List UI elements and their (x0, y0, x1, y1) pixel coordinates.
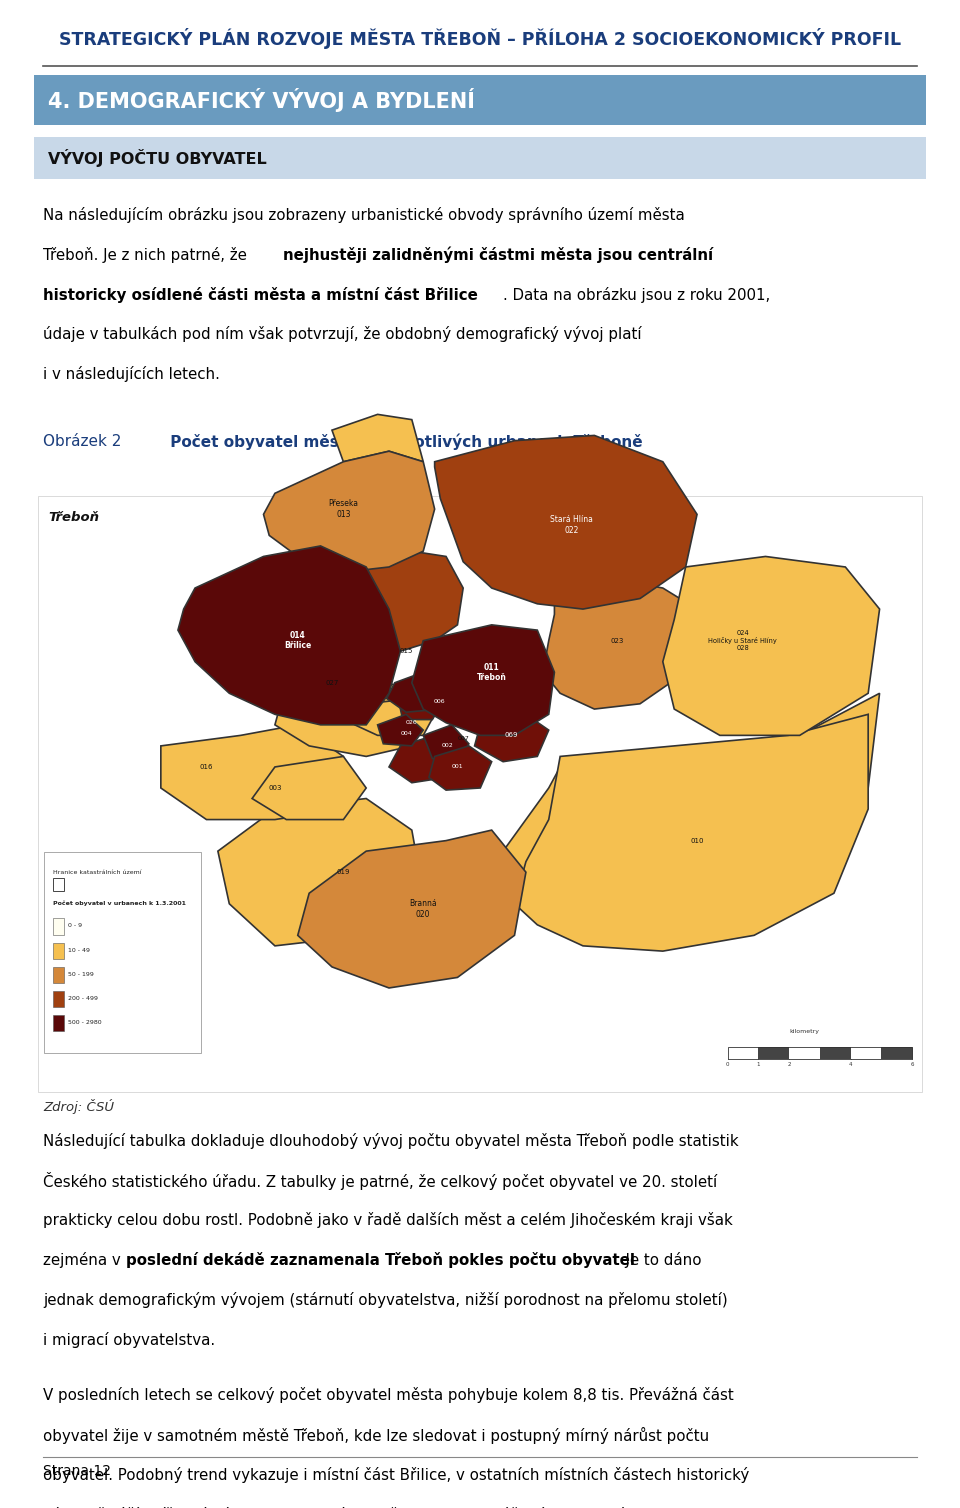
FancyBboxPatch shape (789, 1047, 820, 1059)
FancyBboxPatch shape (881, 1047, 912, 1059)
Text: 023: 023 (611, 638, 624, 644)
Polygon shape (377, 715, 423, 746)
Text: V posledních letech se celkový počet obyvatel města pohybuje kolem 8,8 tis. Přev: V posledních letech se celkový počet oby… (43, 1387, 734, 1404)
Polygon shape (398, 691, 441, 719)
Text: 1: 1 (756, 1062, 760, 1066)
Text: 069: 069 (504, 733, 517, 739)
Text: 4. DEMOGRAFICKÝ VÝVOJ A BYDLENÍ: 4. DEMOGRAFICKÝ VÝVOJ A BYDLENÍ (48, 89, 475, 112)
FancyBboxPatch shape (53, 878, 64, 891)
Text: 027: 027 (325, 680, 339, 686)
Polygon shape (387, 673, 446, 712)
Text: prakticky celou dobu rostl. Podobně jako v řadě dalších měst a celém Jihočeském : prakticky celou dobu rostl. Podobně jako… (43, 1212, 732, 1229)
Text: 6: 6 (910, 1062, 914, 1066)
Text: obyvatel žije v samotném městě Třeboň, kde lze sledovat i postupný mírný nárůst : obyvatel žije v samotném městě Třeboň, k… (43, 1427, 709, 1445)
Text: údaje v tabulkách pod ním však potvrzují, že obdobný demografický vývoj platí: údaje v tabulkách pod ním však potvrzují… (43, 327, 642, 342)
Text: Obrázek 2: Obrázek 2 (43, 434, 122, 448)
Text: Branná
020: Branná 020 (409, 899, 437, 918)
Polygon shape (412, 624, 555, 736)
Polygon shape (662, 556, 879, 736)
Polygon shape (298, 829, 526, 988)
Text: 500 - 2980: 500 - 2980 (68, 1019, 102, 1025)
Polygon shape (218, 799, 423, 946)
Text: 001: 001 (451, 765, 464, 769)
Polygon shape (332, 415, 423, 461)
Text: 024
Holičky u Staré Hlíny
028: 024 Holičky u Staré Hlíny 028 (708, 630, 777, 651)
Text: 50 - 199: 50 - 199 (68, 971, 94, 977)
Text: Stará Hlína
022: Stará Hlína 022 (550, 516, 593, 534)
Text: Následující tabulka dokladuje dlouhodobý vývoj počtu obyvatel města Třeboň podle: Následující tabulka dokladuje dlouhodobý… (43, 1133, 739, 1149)
Text: zejména v: zejména v (43, 1252, 126, 1268)
Text: Třeboň. Je z nich patrné, že: Třeboň. Je z nich patrné, že (43, 247, 252, 262)
Text: Na následujícím obrázku jsou zobrazeny urbanistické obvody správního území města: Na následujícím obrázku jsou zobrazeny u… (43, 207, 684, 223)
Text: historicky osídlené části města a místní část Břilice: historicky osídlené části města a místní… (43, 287, 478, 303)
FancyBboxPatch shape (44, 852, 201, 1053)
FancyBboxPatch shape (53, 991, 64, 1007)
Text: . Je to dáno: . Je to dáno (615, 1252, 702, 1268)
FancyBboxPatch shape (851, 1047, 881, 1059)
Text: Počet obyvatel v urbanech k 1.3.2001: Počet obyvatel v urbanech k 1.3.2001 (53, 900, 186, 906)
FancyBboxPatch shape (728, 1047, 758, 1059)
FancyBboxPatch shape (53, 1015, 64, 1031)
Text: jednak demografickým vývojem (stárnutí obyvatelstva, nižší porodnost na přelomu : jednak demografickým vývojem (stárnutí o… (43, 1292, 728, 1309)
Polygon shape (161, 725, 344, 819)
Text: Hranice katastrálních území: Hranice katastrálních území (53, 870, 141, 875)
Text: 200 - 499: 200 - 499 (68, 995, 98, 1001)
Text: obyvatel. Podobný trend vykazuje i místní část Břilice, v ostatních místních čás: obyvatel. Podobný trend vykazuje i místn… (43, 1467, 750, 1484)
Text: 002: 002 (442, 743, 453, 748)
Text: VÝVOJ POČTU OBYVATEL: VÝVOJ POČTU OBYVATEL (48, 149, 267, 167)
Text: Českého statistického úřadu. Z tabulky je patrné, že celkový počet obyvatel ve 2: Českého statistického úřadu. Z tabulky j… (43, 1173, 717, 1190)
Text: 0 - 9: 0 - 9 (68, 923, 83, 929)
Text: i migrací obyvatelstva.: i migrací obyvatelstva. (43, 1333, 215, 1348)
Polygon shape (543, 578, 697, 709)
Text: 004: 004 (400, 731, 412, 736)
Text: STRATEGICKÝ PLÁN ROZVOJE MĚSTA TŘEBOŇ – PŘÍLOHA 2 SOCIOEKONOMICKÝ PROFIL: STRATEGICKÝ PLÁN ROZVOJE MĚSTA TŘEBOŇ – … (59, 29, 901, 48)
FancyBboxPatch shape (38, 496, 922, 1092)
Text: 011
Třeboň: 011 Třeboň (477, 662, 507, 682)
Text: 015: 015 (399, 648, 413, 654)
Text: Strana 12: Strana 12 (43, 1464, 111, 1478)
Polygon shape (503, 694, 879, 946)
Text: nejhustěji zalidněnými částmi města jsou centrální: nejhustěji zalidněnými částmi města jsou… (282, 247, 712, 262)
Polygon shape (361, 552, 463, 651)
Polygon shape (389, 736, 458, 783)
Text: i v následujících letech.: i v následujících letech. (43, 366, 220, 383)
FancyBboxPatch shape (820, 1047, 851, 1059)
Polygon shape (252, 757, 366, 819)
Text: 0: 0 (726, 1062, 730, 1066)
Text: 10 - 49: 10 - 49 (68, 947, 90, 953)
Polygon shape (263, 451, 435, 572)
Polygon shape (435, 436, 697, 609)
Text: . Data na obrázku jsou z roku 2001,: . Data na obrázku jsou z roku 2001, (503, 287, 770, 303)
Text: 006: 006 (433, 700, 445, 704)
Text: Zdroj: ČSÚ: Zdroj: ČSÚ (43, 1099, 114, 1114)
Polygon shape (275, 673, 412, 757)
Text: 4: 4 (849, 1062, 852, 1066)
FancyBboxPatch shape (53, 918, 64, 935)
Text: 016: 016 (200, 765, 213, 771)
Text: 019: 019 (337, 869, 350, 875)
Text: Třeboň: Třeboň (48, 511, 99, 525)
FancyBboxPatch shape (53, 967, 64, 983)
Text: poslední dekádě zaznamenala Třeboň pokles počtu obyvatel: poslední dekádě zaznamenala Třeboň pokle… (126, 1252, 635, 1268)
Polygon shape (429, 746, 492, 790)
Polygon shape (355, 698, 435, 736)
Text: Přeseka
013: Přeseka 013 (328, 499, 358, 519)
FancyBboxPatch shape (53, 942, 64, 959)
Text: 026: 026 (406, 721, 418, 725)
FancyBboxPatch shape (34, 75, 926, 125)
Polygon shape (423, 725, 468, 762)
FancyBboxPatch shape (34, 137, 926, 179)
Text: 010: 010 (690, 837, 704, 843)
Text: 2: 2 (787, 1062, 791, 1066)
FancyBboxPatch shape (758, 1047, 789, 1059)
Polygon shape (178, 546, 400, 725)
Text: 014
Břilice: 014 Břilice (284, 630, 311, 650)
Text: 007: 007 (457, 736, 469, 740)
Text: 003: 003 (268, 786, 281, 792)
Polygon shape (515, 715, 868, 952)
Text: kilometry: kilometry (789, 1030, 820, 1034)
Polygon shape (474, 715, 549, 762)
Text: Počet obyvatel města v jednotlivých urbanech Třeboně: Počet obyvatel města v jednotlivých urba… (144, 434, 642, 449)
